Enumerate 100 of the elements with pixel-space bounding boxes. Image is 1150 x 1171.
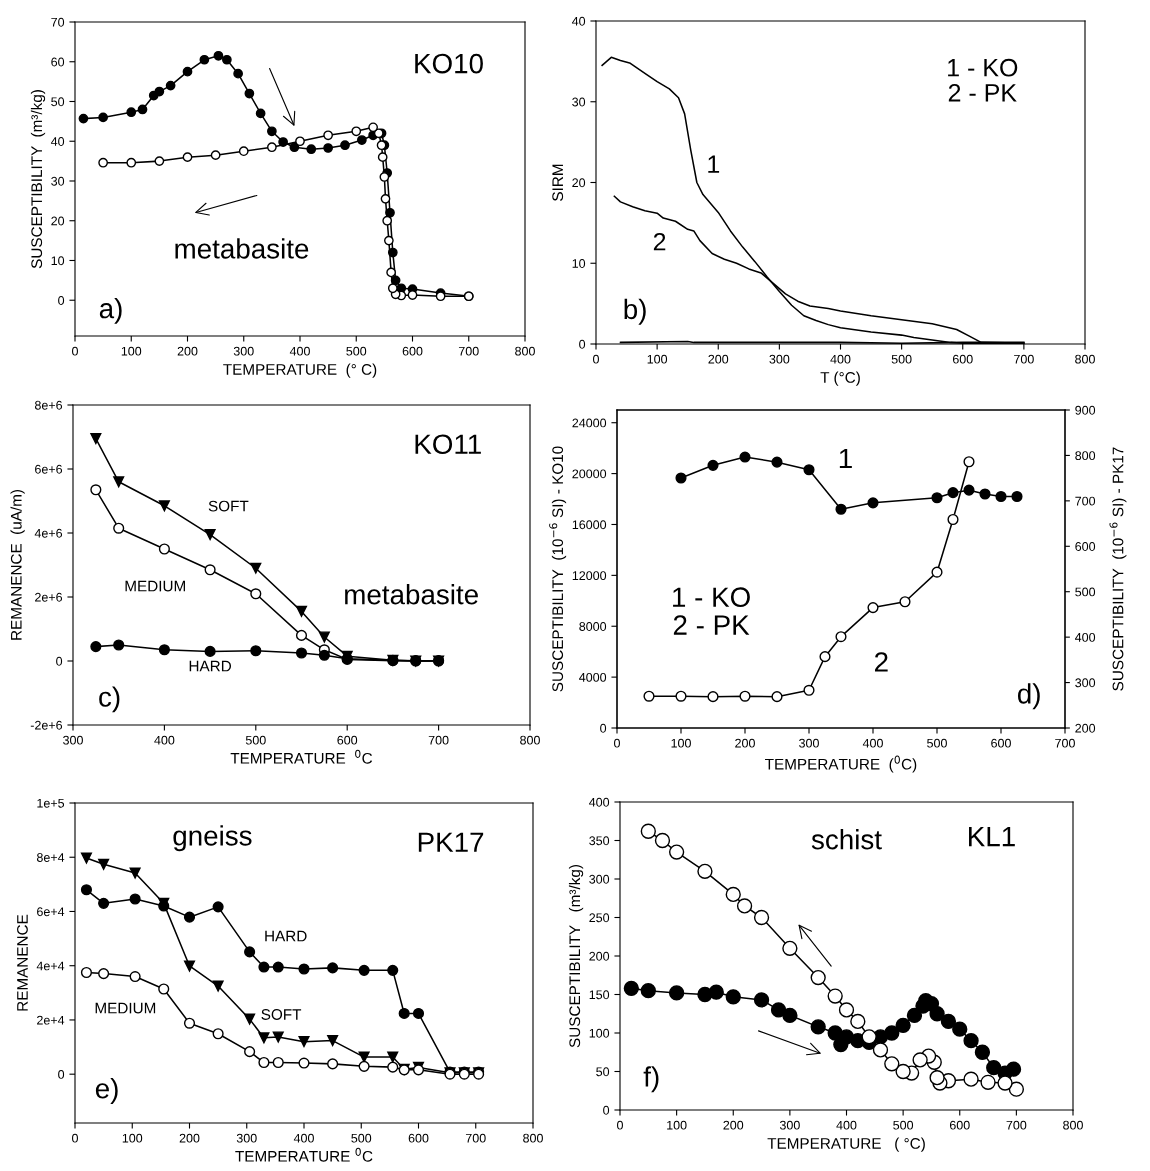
y2-tick-label: 500: [1075, 587, 1096, 597]
annotation: b): [624, 298, 646, 325]
x-tick-label: 800: [1075, 354, 1095, 364]
x-tick-label: 200: [708, 354, 729, 364]
x-tick-label: 600: [991, 738, 1011, 748]
y-tick-label: 20: [51, 216, 65, 226]
annotation: KL1: [969, 827, 1015, 847]
y-tick-label: 0: [58, 1069, 65, 1079]
y-tick-label: 40: [571, 16, 586, 26]
x-tick-label: 400: [862, 738, 883, 748]
y-tick-label: 400: [589, 797, 610, 807]
annotation: 2: [874, 652, 888, 672]
x-tick-label: 0: [72, 346, 78, 356]
y-tick-label: 20000: [572, 469, 607, 479]
y-tick-label: 0: [579, 339, 586, 349]
annotation: 2: [653, 232, 666, 251]
x-tick-label: 500: [891, 354, 912, 364]
x-tick-label: 500: [927, 738, 947, 748]
x-tick-label: 500: [346, 346, 367, 356]
annotation: SOFT: [261, 1009, 302, 1020]
x-tick-label: 500: [245, 735, 266, 745]
x-tick-label: 700: [465, 1133, 486, 1143]
x-tick-label: 0: [614, 738, 620, 748]
x-axis-title: TEMPERATURE ($^{0}$C): [765, 755, 917, 773]
y-tick-label: 350: [589, 836, 610, 846]
y-tick-label: 10: [572, 259, 586, 268]
y-tick-label: 20: [572, 178, 586, 188]
y-tick-label: 24000: [572, 418, 607, 428]
y-tick-label: 4000: [579, 672, 607, 682]
x-tick-label: 400: [293, 1133, 314, 1143]
y-tick-label: 200: [589, 951, 610, 961]
x-tick-label: 700: [1055, 738, 1075, 748]
x-tick-label: 300: [233, 346, 254, 356]
y-tick-label: 16000: [572, 520, 607, 530]
x-tick-label: 700: [428, 735, 449, 745]
x-axis-title: TEMPERATURE (° C): [223, 363, 377, 378]
y2-tick-label: 400: [1075, 632, 1096, 642]
x-tick-label: 300: [779, 1120, 800, 1130]
x-tick-label: 400: [830, 354, 851, 364]
y-tick-label: 30: [572, 97, 586, 107]
annotation: HARD: [265, 930, 307, 942]
y2-tick-label: 300: [1075, 678, 1096, 688]
y-tick-label: 2e+6: [35, 592, 63, 602]
annotation: 1 - KO 2 - PK: [948, 58, 1018, 102]
x-tick-label: 800: [520, 735, 540, 745]
x-tick-label: 100: [671, 738, 691, 748]
x-tick-label: 100: [121, 346, 142, 356]
x-tick-label: 800: [1063, 1120, 1083, 1130]
x-tick-label: 700: [458, 346, 479, 356]
x-axis-title: TEMPERATURE ( °C): [767, 1137, 925, 1152]
y-tick-label: 4e+4: [36, 961, 65, 971]
y-axis-title: SUSCEPTIBILITY (10$^{−6}$ SI) - KO10: [549, 446, 567, 692]
y-tick-label: 60: [51, 57, 65, 67]
y2-tick-label: 800: [1075, 451, 1096, 461]
x-tick-label: 400: [289, 346, 310, 356]
x-tick-label: 300: [236, 1133, 257, 1143]
y-tick-label: 10: [51, 256, 65, 266]
y-tick-label: 250: [589, 913, 610, 923]
annotation: KO10: [415, 53, 483, 74]
x-tick-label: 500: [351, 1133, 372, 1143]
annotation: e): [95, 1078, 118, 1104]
y-axis-title: REMANENCE (uA/m): [10, 489, 25, 640]
x-tick-label: 400: [836, 1120, 857, 1130]
y-tick-label: 100: [589, 1028, 610, 1038]
y-tick-label: 12000: [572, 571, 607, 581]
x-axis-title: TEMPERATURE $^{0}$C: [230, 749, 373, 764]
x-tick-label: 200: [179, 1133, 200, 1143]
x-tick-label: 100: [667, 1120, 687, 1130]
y-tick-label: 50: [596, 1067, 610, 1077]
annotation: MEDIUM: [125, 580, 185, 592]
x-tick-label: 600: [337, 735, 358, 745]
y-axis-title: SIRM: [552, 164, 564, 201]
annotation: a): [99, 297, 122, 324]
y-axis-title: REMANENCE: [17, 914, 28, 1011]
annotation: 1: [839, 448, 852, 469]
annotation: metabasite: [345, 584, 478, 605]
annotation: gneiss: [173, 825, 252, 852]
x-tick-label: 500: [893, 1120, 914, 1130]
y-tick-label: 0: [56, 656, 63, 666]
x-tick-label: 0: [617, 1120, 623, 1130]
y-tick-label: -2e+6: [30, 720, 63, 730]
x-tick-label: 600: [949, 1120, 970, 1130]
y-axis-title: SUSCEPTIBILITY (m³/kg): [568, 864, 584, 1048]
x-tick-label: 600: [402, 346, 423, 356]
y-tick-label: 1e+5: [37, 798, 65, 808]
y-tick-label: 8e+6: [34, 400, 63, 410]
x-tick-label: 200: [177, 346, 198, 356]
x-tick-label: 0: [72, 1133, 78, 1143]
annotation: c): [99, 686, 120, 713]
y-tick-label: 70: [51, 17, 65, 27]
y-axis-title: SUSCEPTIBILITY (m³/kg): [30, 90, 46, 269]
y-tick-label: 50: [51, 97, 65, 107]
y2-tick-label: 200: [1075, 723, 1096, 733]
x-tick-label: 300: [769, 354, 790, 364]
y-tick-label: 6e+4: [37, 907, 65, 917]
y-tick-label: 30: [51, 176, 65, 186]
annotation: PK17: [418, 832, 484, 852]
x-tick-label: 600: [408, 1133, 429, 1143]
y-tick-label: 8e+4: [36, 853, 65, 862]
y-tick-label: 300: [589, 874, 610, 884]
